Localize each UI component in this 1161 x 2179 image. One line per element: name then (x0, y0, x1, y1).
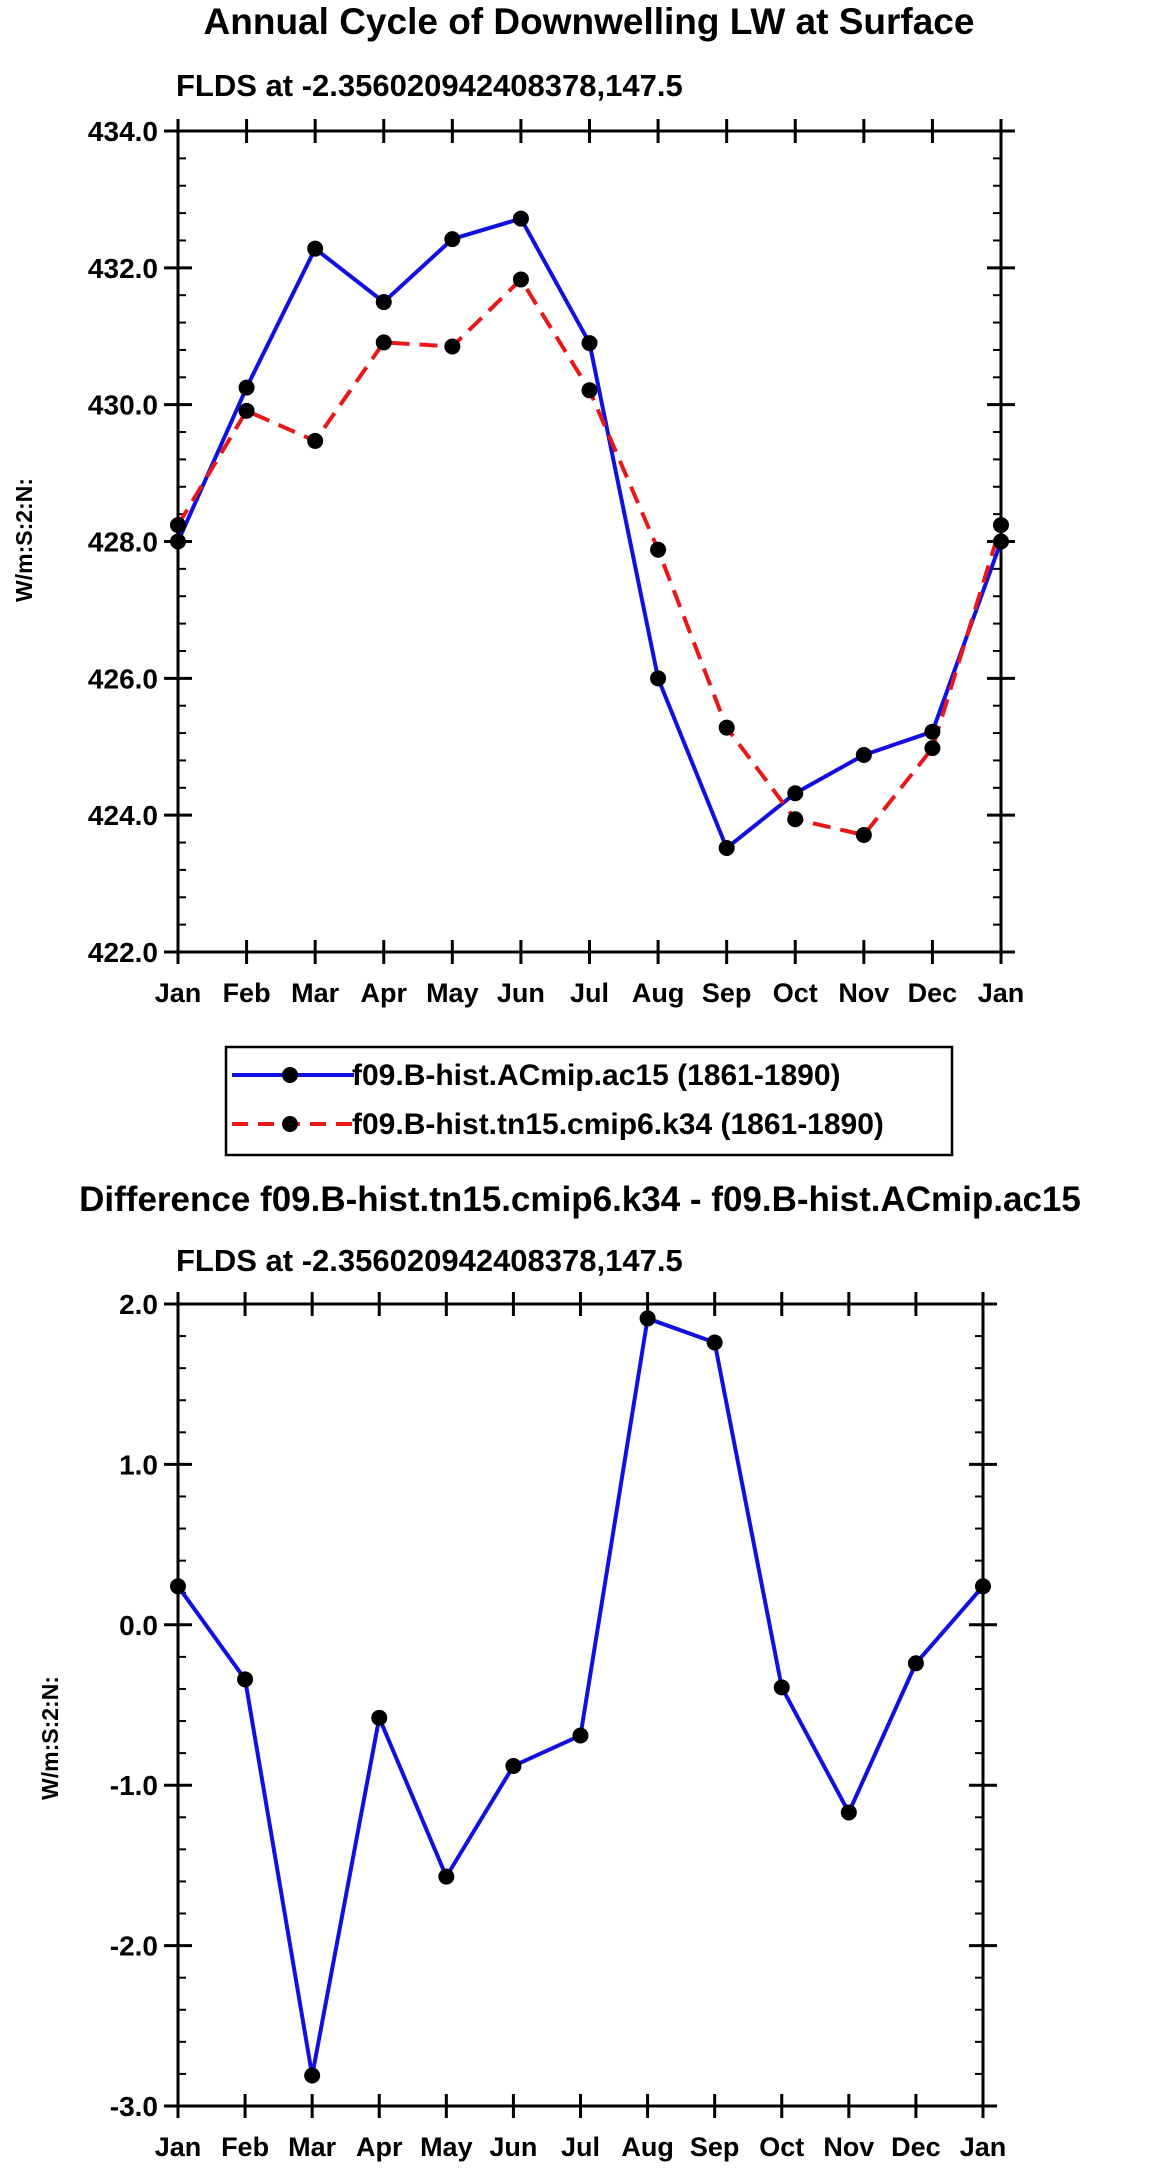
chart1-subtitle: FLDS at -2.356020942408378,147.5 (176, 68, 683, 103)
chart2-series-1-point (840, 1804, 857, 1821)
chart2-xtick-label: Dec (891, 2132, 941, 2162)
chart1-series-1-point (375, 294, 392, 311)
chart1-ytick-label: 430.0 (88, 390, 158, 421)
chart1-xtick-label: Jan (155, 978, 202, 1008)
chart1-ytick-label: 422.0 (88, 937, 158, 968)
legend-label-series-2: f09.B-hist.tn15.cmip6.k34 (1861-1890) (352, 1108, 884, 1141)
chart2-ylabel: W/m:S:2:N: (37, 1676, 63, 1800)
chart1-series-1-point (444, 231, 461, 248)
chart2-xtick-label: Feb (221, 2132, 269, 2162)
chart1-xtick-label: Jan (978, 978, 1025, 1008)
chart2-xtick-label: Jun (489, 2132, 537, 2162)
chart1-ytick-label: 432.0 (88, 253, 158, 284)
chart1-series-1-line (176, 216, 1003, 851)
chart2-series-1-point (773, 1679, 790, 1696)
chart1-ylabel: W/m:S:2:N: (11, 478, 37, 602)
chart1-series-2-point (650, 541, 667, 558)
legend-marker-series-1 (282, 1067, 298, 1083)
chart1-title: Annual Cycle of Downwelling LW at Surfac… (204, 1, 975, 42)
chart1-xtick-label: Dec (908, 978, 958, 1008)
chart2-series-1-point (639, 1310, 656, 1327)
chart2-series-1-point (975, 1578, 991, 1595)
chart1-series-2-point (375, 334, 392, 351)
chart2-series-1-line (176, 1316, 985, 2078)
chart1-series-1-point (581, 335, 598, 352)
chart2-series-1-point (237, 1671, 254, 1688)
chart2-xtick-label: May (420, 2132, 473, 2162)
chart1-series-1-point (512, 210, 529, 227)
chart2-ytick-label: -3.0 (110, 2091, 158, 2122)
chart1-xtick-label: Apr (361, 978, 408, 1008)
legend-marker-series-2 (282, 1116, 298, 1132)
chart2-xtick-label: Aug (621, 2132, 673, 2162)
chart1-xtick-label: Feb (223, 978, 271, 1008)
chart1-frame (176, 129, 1003, 954)
chart1-series-2-point (787, 811, 804, 828)
chart2-xtick-label: Nov (823, 2132, 874, 2162)
chart2-xtick-label: Jan (155, 2132, 202, 2162)
chart1-series-2-point (512, 271, 529, 288)
chart2-plot: -3.0 -2.0 -1.0 0.0 1.0 2.0 Jan Feb Mar Apr May Jun J… (110, 1289, 1007, 2162)
chart2-ytick-label: 1.0 (119, 1449, 158, 1480)
chart1-xtick-label: Sep (702, 978, 752, 1008)
chart1-ytick-label: 434.0 (88, 116, 158, 147)
chart1-series-1-point (924, 723, 941, 740)
chart2-ytick-label: 2.0 (119, 1289, 158, 1320)
chart2-ytick-label: 0.0 (119, 1610, 158, 1641)
chart1-series-2-point (718, 719, 735, 736)
chart2-series-1-point (438, 1868, 455, 1885)
chart2-xtick-label: Mar (288, 2132, 337, 2162)
chart2-ytick-label: -2.0 (110, 1931, 158, 1962)
chart1-series-1-point (787, 785, 804, 802)
chart1-series-1-point (238, 379, 255, 396)
chart2-title: Difference f09.B-hist.tn15.cmip6.k34 - f… (79, 1180, 1081, 1219)
chart1-ytick-label: 426.0 (88, 663, 158, 694)
chart1-series-2-point (444, 338, 461, 355)
chart1-xtick-label: Jun (497, 978, 545, 1008)
chart2-series-1-point (706, 1334, 723, 1351)
chart1-series-1-point (170, 533, 186, 550)
chart2-series-1-point (170, 1578, 186, 1595)
chart2-series-1-point (505, 1757, 522, 1774)
chart1-series-1-point (855, 746, 872, 763)
chart1-xtick-label: Mar (291, 978, 340, 1008)
chart1-ytick-label: 424.0 (88, 800, 158, 831)
chart1-series-2-point (581, 382, 598, 399)
chart2-series-1-point (572, 1727, 589, 1744)
legend-box (224, 1045, 954, 1157)
chart1-xtick-label: Aug (632, 978, 684, 1008)
chart1-series-1-point (307, 240, 324, 257)
chart1-series-2-point (924, 740, 941, 757)
legend: f09.B-hist.ACmip.ac15 (1861-1890) f09.B-… (224, 1045, 954, 1157)
chart1-plot: 422.0 424.0 426.0 428.0 430.0 432.0 434.0 Jan Fe… (88, 116, 1024, 1008)
chart2-xtick-label: Oct (759, 2132, 804, 2162)
chart1-series-2-point (993, 517, 1009, 534)
chart1-ytick-label: 428.0 (88, 527, 158, 558)
chart1-series-2-point (307, 432, 324, 449)
chart1-series-1-point (718, 840, 735, 857)
chart2-xtick-label: Apr (356, 2132, 403, 2162)
chart1-xtick-label: Nov (838, 978, 889, 1008)
chart2-xtick-label: Jul (561, 2132, 600, 2162)
chart1-series-2-point (238, 402, 255, 419)
chart2-series-1-point (907, 1655, 924, 1672)
chart1-xtick-label: Jul (570, 978, 609, 1008)
chart2-ytick-label: -1.0 (110, 1770, 158, 1801)
chart1-xtick-label: May (426, 978, 479, 1008)
chart1-series-2-point (855, 827, 872, 844)
chart2-subtitle: FLDS at -2.356020942408378,147.5 (176, 1243, 683, 1278)
legend-label-series-1: f09.B-hist.ACmip.ac15 (1861-1890) (352, 1059, 841, 1092)
chart1-series-1-point (993, 533, 1009, 550)
chart1-series-1-point (650, 670, 667, 687)
chart2-xtick-label: Jan (960, 2132, 1007, 2162)
chart2-series-1-point (371, 1709, 388, 1726)
chart2-xtick-label: Sep (690, 2132, 740, 2162)
chart1-xtick-label: Oct (773, 978, 818, 1008)
chart2-series-1-point (304, 2067, 321, 2084)
chart1-series-2-point (170, 517, 186, 534)
